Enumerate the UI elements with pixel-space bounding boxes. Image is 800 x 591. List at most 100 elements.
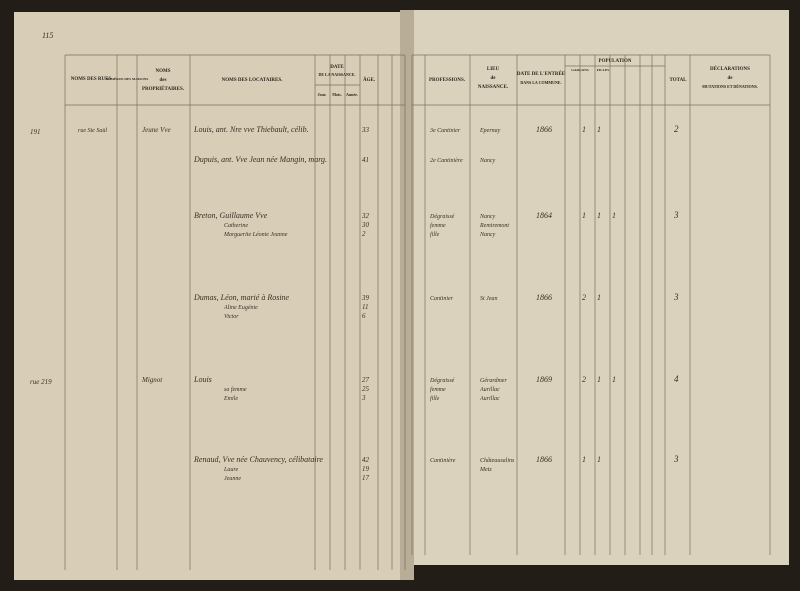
handwriting: 11 [362, 303, 368, 311]
col-header: DÉCLARATIONS [710, 66, 750, 72]
col-header: DATE [330, 65, 344, 70]
col-header: PROPRIÉTAIRES. [142, 86, 185, 92]
handwriting: Mignot [141, 376, 163, 384]
handwriting: fille [430, 231, 440, 238]
handwriting: 3 [361, 394, 366, 402]
handwriting: 1 [582, 211, 586, 220]
handwriting: Epernay [479, 128, 501, 134]
handwriting: Nancy [479, 158, 496, 164]
handwriting: Aline Eugénie [223, 305, 258, 311]
handwriting: Renaud, Vve née Chauvency, célibataire [193, 455, 323, 464]
handwriting: 1866 [536, 293, 552, 302]
handwriting: Dégraissé [429, 214, 455, 220]
handwriting: 6 [362, 312, 366, 320]
handwriting: 1 [597, 211, 601, 220]
col-header: Jour. [318, 92, 327, 97]
col-header: de [728, 76, 734, 81]
handwriting: 1 [612, 211, 616, 220]
left-page [14, 12, 406, 580]
col-header: FILLES [597, 68, 610, 72]
handwriting: Laure [223, 467, 238, 473]
page-number: 115 [42, 31, 53, 40]
col-header: TOTAL [669, 78, 687, 83]
handwriting: 1 [612, 375, 616, 384]
handwriting: rue 219 [30, 378, 52, 386]
handwriting: 1866 [536, 125, 552, 134]
handwriting: fille [430, 395, 440, 402]
handwriting: 1 [597, 375, 601, 384]
col-header: ÂGE. [363, 77, 376, 83]
handwriting: femme [430, 222, 446, 229]
col-header: DATE DE L'ENTRÉE [517, 71, 566, 77]
col-header: LIEU [487, 67, 500, 72]
handwriting: 191 [30, 128, 41, 136]
handwriting: 2 [674, 124, 679, 134]
handwriting: 32 [361, 212, 370, 220]
handwriting: Nancy [479, 214, 496, 220]
handwriting: Nancy [479, 232, 496, 238]
col-header: DE LA NAISSANCE. [318, 72, 355, 77]
handwriting: 27 [362, 376, 370, 384]
handwriting: 1869 [536, 375, 552, 384]
handwriting: Victor [224, 314, 239, 320]
handwriting: 3 [673, 454, 679, 464]
col-header: POPULATION [599, 59, 632, 64]
handwriting: rue Ste Saül [78, 128, 107, 134]
handwriting: 2 [362, 230, 366, 238]
handwriting: 25 [362, 385, 370, 393]
col-header: DANS LA COMMUNE. [520, 80, 561, 85]
col-header: MUTATIONS ET DÉNATIONS. [702, 84, 758, 89]
gutter [400, 10, 414, 580]
col-header: Année. [346, 92, 358, 97]
handwriting: Cantinière [430, 458, 456, 464]
handwriting: 39 [361, 294, 370, 302]
handwriting: 1 [597, 125, 601, 134]
handwriting: Dumas, Léon, marié à Rosine [193, 293, 290, 302]
handwriting: 1 [582, 455, 586, 464]
handwriting: Aurillac [479, 387, 500, 393]
handwriting: Marguerite Léonie Jeanne [223, 232, 288, 238]
handwriting: 33 [361, 126, 370, 134]
col-header: NOMS DES LOCATAIRES. [222, 78, 284, 83]
handwriting: 4 [674, 374, 679, 384]
col-header: PROFESSIONS. [429, 78, 466, 83]
right-page [407, 10, 789, 565]
col-header: NOMS [156, 69, 171, 74]
handwriting: Cantinier [430, 296, 454, 302]
handwriting: Louis, ant. Nre vve Thiebault, célib. [193, 125, 309, 134]
handwriting: St Jean [480, 296, 498, 302]
handwriting: Emile [223, 396, 238, 402]
handwriting: Catherine [224, 223, 248, 229]
col-header: NUMÉROS DES MAISONS [106, 76, 149, 81]
handwriting: 1864 [536, 211, 552, 220]
col-header: GARÇONS [571, 68, 589, 72]
handwriting: 19 [362, 465, 370, 473]
handwriting: Châteausalins [480, 458, 515, 464]
handwriting: 1866 [536, 455, 552, 464]
handwriting: 1 [597, 293, 601, 302]
col-header: de [491, 76, 497, 81]
col-header: NAISSANCE. [478, 85, 509, 90]
handwriting: 42 [362, 456, 370, 464]
handwriting: sa femme [224, 386, 247, 393]
handwriting: Breton, Guillaume Vve [194, 211, 268, 220]
col-header: Mois. [332, 92, 341, 97]
handwriting: Gérardmer [480, 378, 507, 384]
handwriting: Remiremont [479, 223, 509, 229]
col-header: des [160, 78, 167, 83]
handwriting: Dégraissé [429, 378, 455, 384]
handwriting: 3 [673, 292, 679, 302]
handwriting: 17 [362, 474, 370, 482]
handwriting: Jeune Vve [142, 126, 171, 134]
handwriting: 41 [362, 156, 369, 164]
handwriting: Aurillac [479, 396, 500, 402]
handwriting: Louis [193, 375, 212, 384]
col-header: NOMS DES RUES [71, 77, 112, 82]
handwriting: 2e Cantinière [430, 158, 463, 164]
handwriting: 3e Cantinier [429, 128, 461, 134]
handwriting: 2 [582, 375, 586, 384]
handwriting: 1 [597, 455, 601, 464]
handwriting: Jeanne [224, 476, 241, 482]
handwriting: 2 [582, 293, 586, 302]
